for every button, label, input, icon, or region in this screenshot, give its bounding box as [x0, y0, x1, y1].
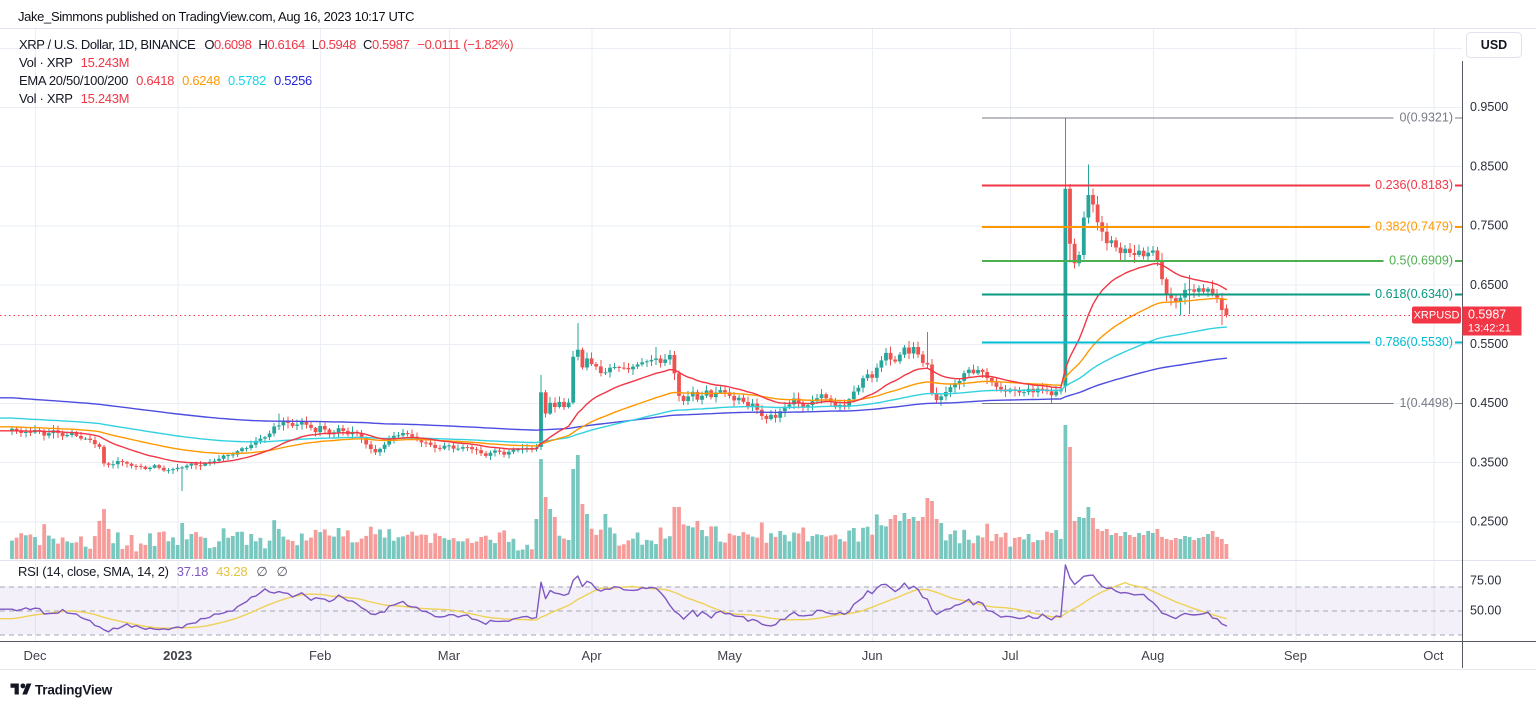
svg-text:1(0.4498): 1(0.4498): [1399, 396, 1453, 410]
svg-text:0.786(0.5530): 0.786(0.5530): [1375, 335, 1453, 349]
svg-text:13:42:21: 13:42:21: [1468, 323, 1511, 335]
svg-text:50.00: 50.00: [1470, 604, 1501, 618]
svg-text:Feb: Feb: [309, 648, 331, 663]
svg-text:75.00: 75.00: [1470, 574, 1501, 588]
svg-text:May: May: [717, 648, 742, 663]
svg-text:USD: USD: [1481, 38, 1507, 52]
svg-text:Sep: Sep: [1284, 648, 1307, 663]
svg-text:TradingView: TradingView: [35, 683, 113, 698]
svg-text:0.618(0.6340): 0.618(0.6340): [1375, 287, 1453, 301]
svg-text:XRPUSD: XRPUSD: [1414, 310, 1460, 322]
svg-text:0.7500: 0.7500: [1470, 219, 1508, 233]
svg-text:0.5987: 0.5987: [1468, 308, 1506, 322]
svg-text:Dec: Dec: [23, 648, 47, 663]
svg-text:0.4500: 0.4500: [1470, 396, 1508, 410]
svg-text:XRP / U.S. Dollar, 1D, BINANCE: XRP / U.S. Dollar, 1D, BINANCE O0.6098 H0.…: [19, 37, 513, 52]
svg-text:0.3500: 0.3500: [1470, 455, 1508, 469]
svg-text:0.8500: 0.8500: [1470, 159, 1508, 173]
svg-text:RSI (14, close, SMA, 14, 2)37.: RSI (14, close, SMA, 14, 2) 37.18 43.28 ∅ ∅: [18, 564, 288, 579]
svg-text:Apr: Apr: [581, 648, 602, 663]
svg-text:2023: 2023: [163, 648, 192, 663]
svg-text:0.236(0.8183): 0.236(0.8183): [1375, 178, 1453, 192]
svg-text:Oct: Oct: [1423, 648, 1444, 663]
svg-text:Aug: Aug: [1141, 648, 1164, 663]
svg-text:0.5(0.6909): 0.5(0.6909): [1389, 253, 1453, 267]
svg-text:Jul: Jul: [1002, 648, 1019, 663]
svg-text:0.382(0.7479): 0.382(0.7479): [1375, 220, 1453, 234]
svg-text:0(0.9321): 0(0.9321): [1399, 111, 1453, 125]
svg-text:0.6500: 0.6500: [1470, 278, 1508, 292]
svg-text:0.5500: 0.5500: [1470, 337, 1508, 351]
svg-text:Mar: Mar: [438, 648, 461, 663]
svg-text:0.9500: 0.9500: [1470, 100, 1508, 114]
svg-text:Jun: Jun: [862, 648, 883, 663]
svg-text:0.2500: 0.2500: [1470, 515, 1508, 529]
svg-text:Jake_Simmons published on Trad: Jake_Simmons published on TradingView.co…: [18, 9, 414, 24]
